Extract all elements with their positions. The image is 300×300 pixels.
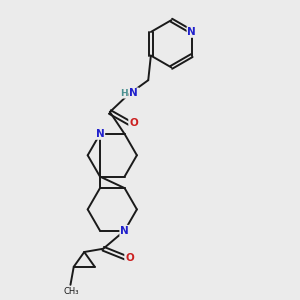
- Text: N: N: [188, 27, 196, 37]
- Text: N: N: [129, 88, 138, 98]
- Text: H: H: [120, 89, 128, 98]
- Text: O: O: [129, 118, 138, 128]
- Text: CH₃: CH₃: [63, 287, 79, 296]
- Text: N: N: [96, 129, 104, 139]
- Text: O: O: [125, 253, 134, 263]
- Text: N: N: [120, 226, 129, 236]
